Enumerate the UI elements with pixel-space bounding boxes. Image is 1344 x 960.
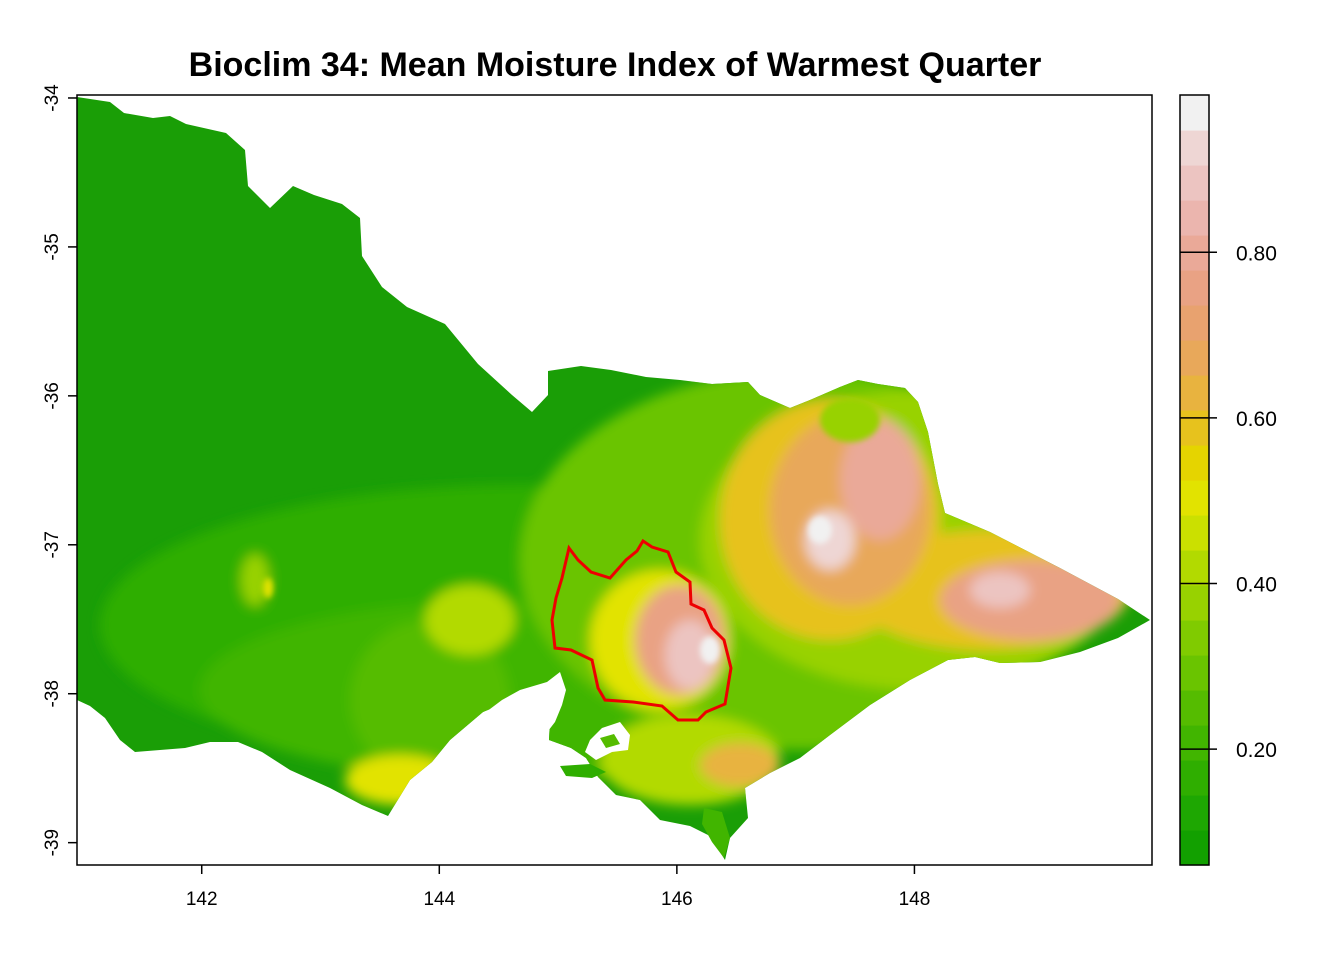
colorbar-band: [1180, 445, 1209, 481]
colorbar-band: [1180, 830, 1209, 866]
colorbar-band: [1180, 95, 1209, 131]
y-tick-label: -39: [42, 829, 63, 856]
colorbar-tick-label: 0.60: [1236, 408, 1277, 431]
colorbar-band: [1180, 620, 1209, 656]
y-tick-label: -37: [42, 531, 63, 558]
colorbar-frame: [1179, 94, 1210, 866]
french-island: [600, 734, 620, 748]
phillip-island: [560, 764, 606, 778]
colorbar-band: [1180, 270, 1209, 306]
colorbar-band: [1180, 480, 1209, 516]
wilsons-promontory: [702, 808, 730, 858]
x-tick-label: 146: [661, 889, 693, 910]
colorbar-legend: 0.80 0.60 0.40 0.20: [1179, 94, 1277, 866]
colorbar-band: [1180, 725, 1209, 761]
x-tick-label: 148: [899, 889, 931, 910]
colorbar-band: [1180, 340, 1209, 376]
port-phillip-bay: [486, 672, 566, 735]
y-tick-label: -38: [42, 680, 63, 707]
x-axis: 142 144 146 148: [186, 865, 930, 910]
colorbar-band: [1180, 305, 1209, 341]
y-tick-label: -34: [42, 84, 63, 112]
colorbar-tick-label: 0.20: [1236, 739, 1277, 762]
x-tick-label: 144: [423, 889, 455, 910]
y-tick-label: -36: [42, 382, 63, 409]
colorbar-band: [1180, 585, 1209, 621]
colorbar-band: [1180, 550, 1209, 586]
colorbar-band: [1180, 375, 1209, 411]
colorbar-tick-label: 0.40: [1236, 573, 1277, 596]
colorbar-band: [1180, 410, 1209, 446]
colorbar-band: [1180, 795, 1209, 831]
colorbar-band: [1180, 515, 1209, 551]
chart-title: Bioclim 34: Mean Moisture Index of Warme…: [189, 46, 1042, 84]
colorbar-band: [1180, 200, 1209, 236]
plot-frame: [76, 94, 1153, 866]
map-panel: [76, 94, 1153, 866]
colorbar-band: [1180, 165, 1209, 201]
colorbar-ticks: 0.80 0.60 0.40 0.20: [1180, 242, 1277, 762]
colorbar-band: [1180, 130, 1209, 166]
x-tick-label: 142: [186, 889, 218, 910]
colorbar-band: [1180, 760, 1209, 796]
colorbar-band: [1180, 655, 1209, 691]
colorbar-bands: [1180, 95, 1209, 866]
region-outline: [550, 538, 733, 722]
y-axis: -34 -35 -36 -37 -38 -39: [42, 84, 77, 856]
colorbar-band: [1180, 690, 1209, 726]
colorbar-tick-label: 0.80: [1236, 242, 1277, 265]
y-tick-label: -35: [42, 233, 63, 260]
